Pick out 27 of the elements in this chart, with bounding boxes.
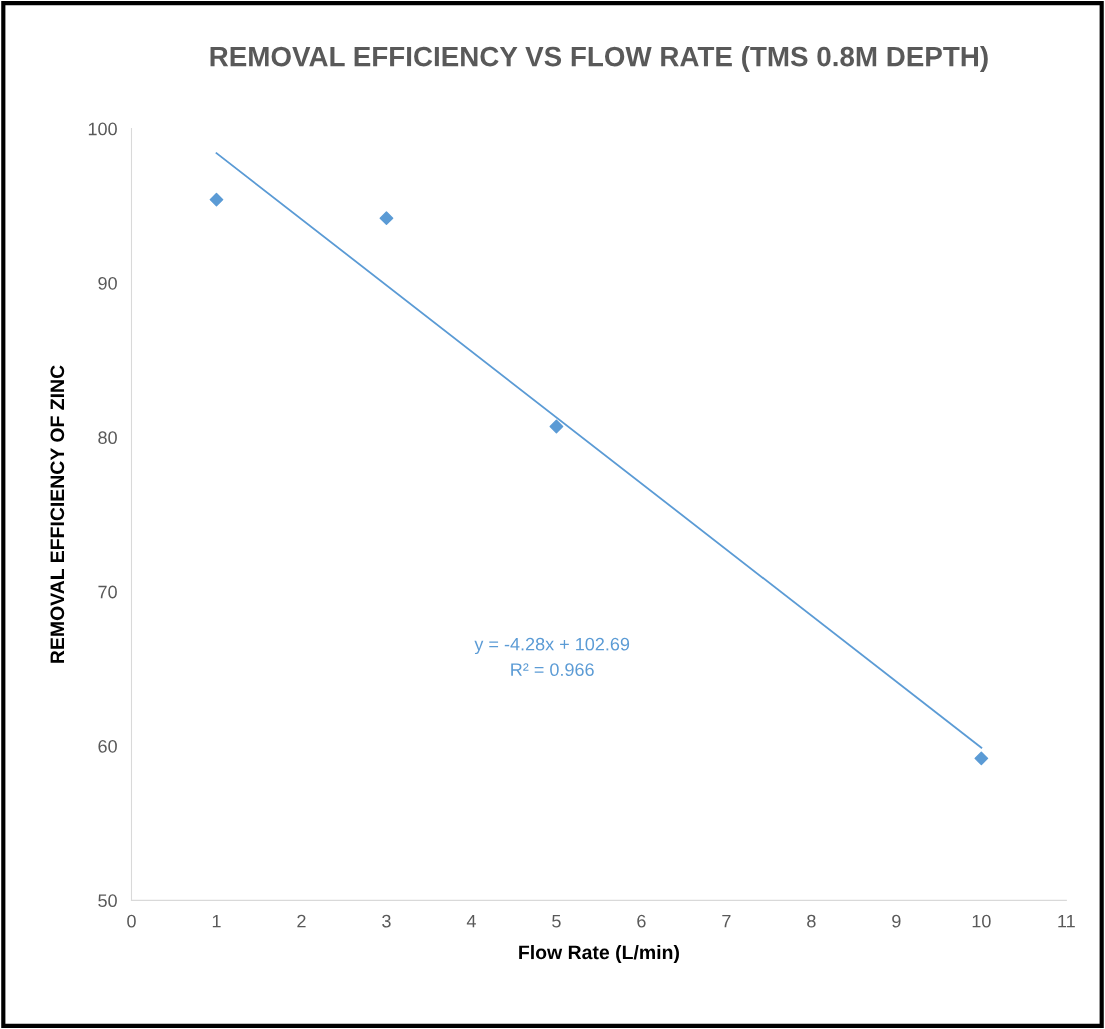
x-tick-label: 0 [127, 914, 136, 928]
x-tick-label: 6 [637, 914, 646, 928]
x-tick-label: 1 [212, 914, 221, 928]
x-tick-label: 2 [297, 914, 306, 928]
point [974, 751, 989, 766]
y-tick-label: 50 [98, 894, 117, 908]
annotation: y = -4.28x + 102.69 [474, 637, 630, 655]
x-tick-label: 8 [807, 914, 816, 928]
annotation: R² = 0.966 [511, 663, 594, 677]
x-tick-label: 10 [972, 914, 991, 928]
point [549, 419, 564, 434]
x-tick-label: 5 [552, 914, 561, 928]
x-tick-label: 3 [382, 914, 391, 928]
y-tick-label: 100 [88, 122, 117, 136]
y-tick-label: 70 [98, 585, 117, 599]
x-tick-label: 9 [892, 914, 901, 928]
point [379, 211, 394, 226]
x-tick-label: 11 [1058, 914, 1075, 928]
x-tick-label: 4 [466, 914, 476, 928]
y-tick-label: 60 [98, 739, 117, 753]
y-tick-label: 90 [98, 276, 117, 290]
chart-title: REMOVAL EFFICIENCY VS FLOW RATE (TMS 0.8M DEPTH) [210, 45, 988, 72]
x-tick-label: 7 [722, 914, 731, 928]
y-axis-title: REMOVAL EFFICIENCY OF ZINC [50, 365, 65, 663]
x-axis-title: Flow Rate (L/min) [519, 944, 679, 964]
point [209, 192, 224, 207]
y-tick-label: 80 [98, 431, 117, 445]
